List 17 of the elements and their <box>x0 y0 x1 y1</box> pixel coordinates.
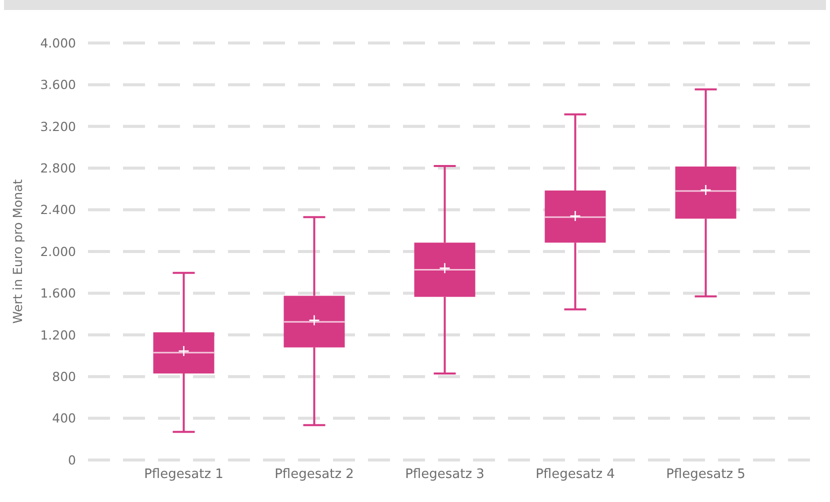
y-tick-label: 1.200 <box>40 327 76 342</box>
y-tick-label: 400 <box>52 410 76 426</box>
y-tick-label: 4.000 <box>40 35 76 50</box>
y-tick-label: 1.600 <box>40 286 76 301</box>
y-axis-title: Wert in Euro pro Monat <box>10 179 25 324</box>
x-tick-label: Pflegesatz 1 <box>144 467 224 482</box>
x-tick-label: Pflegesatz 3 <box>405 467 484 482</box>
y-tick-label: 0 <box>68 452 76 468</box>
y-tick-label: 2.800 <box>40 160 76 176</box>
x-tick-label: Pflegesatz 4 <box>536 467 615 482</box>
y-tick-label: 2.400 <box>40 202 76 218</box>
y-tick-label: 3.600 <box>40 77 76 92</box>
x-tick-label: Pflegesatz 2 <box>274 467 354 482</box>
y-tick-label: 3.200 <box>40 118 76 134</box>
x-tick-label: Pflegesatz 5 <box>666 467 746 482</box>
y-tick-label: 2.000 <box>40 244 76 259</box>
y-tick-label: 800 <box>52 368 76 384</box>
